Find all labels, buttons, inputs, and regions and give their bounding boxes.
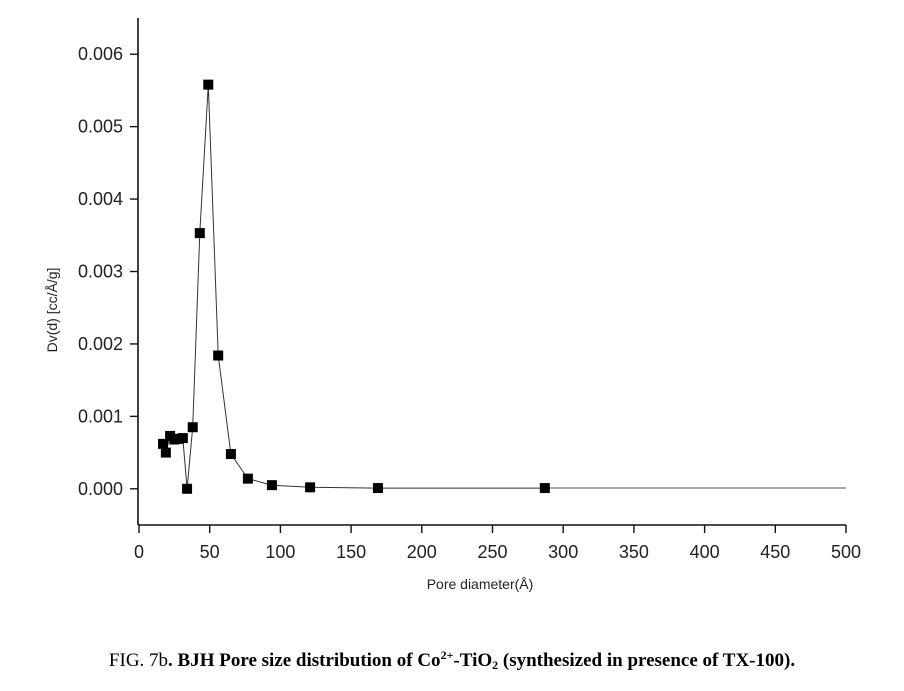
plot-frame — [137, 18, 846, 526]
data-point-marker — [194, 228, 205, 239]
y-tick-label: 0.005 — [78, 117, 123, 137]
caption-charge-superscript: 2+ — [440, 648, 454, 662]
x-tick-label: 500 — [831, 542, 861, 562]
caption-prefix: FIG. 7b — [108, 650, 169, 671]
x-tick-label: 50 — [200, 542, 220, 562]
data-point-marker — [160, 447, 171, 458]
data-point-marker — [539, 483, 550, 494]
figure-caption: FIG. 7b. BJH Pore size distribution of C… — [0, 648, 904, 673]
x-axis-ticks: 0 50 100 150 200 250 300 350 400 450 500 — [134, 525, 861, 562]
y-tick-label: 0.001 — [78, 406, 123, 426]
data-point-marker — [158, 438, 169, 449]
data-point-marker — [187, 422, 198, 433]
x-tick-label: 350 — [619, 542, 649, 562]
x-tick-label: 200 — [407, 542, 437, 562]
series-line — [162, 84, 545, 489]
x-tick-label: 450 — [760, 542, 790, 562]
x-axis-title: Pore diameter(Å) — [427, 576, 534, 592]
y-axis-ticks: 0.000 0.001 0.002 0.003 0.004 0.005 0.006 — [78, 44, 138, 499]
caption-bold-part: . BJH Pore size distribution of Co2+-TiO… — [168, 648, 796, 672]
x-tick-label: 400 — [690, 542, 720, 562]
data-point-marker — [182, 483, 193, 494]
data-point-marker — [305, 482, 316, 493]
y-tick-label: 0.004 — [78, 189, 123, 209]
y-tick-label: 0.003 — [78, 262, 123, 282]
y-axis-title: Dv(d) [cc/Å/g] — [44, 268, 60, 353]
data-point-marker — [203, 79, 214, 90]
data-point-marker — [213, 350, 224, 361]
caption-suffix: (synthesized in presence of TX-100). — [498, 650, 796, 671]
data-point-marker — [242, 473, 253, 484]
x-tick-label: 100 — [265, 542, 295, 562]
y-tick-label: 0.002 — [78, 334, 123, 354]
caption-compound-text: -TiO — [453, 650, 493, 671]
series-layer — [158, 79, 846, 494]
y-tick-label: 0.006 — [78, 44, 123, 64]
data-point-marker — [225, 449, 236, 460]
x-tick-label: 150 — [336, 542, 366, 562]
caption-subscript: 2 — [492, 658, 499, 672]
x-tick-label: 300 — [548, 542, 578, 562]
x-tick-label: 0 — [134, 542, 144, 562]
caption-title-text: . BJH Pore size distribution of Co — [168, 650, 441, 671]
x-tick-label: 250 — [477, 542, 507, 562]
data-point-marker — [372, 483, 383, 494]
y-tick-label: 0.000 — [78, 479, 123, 499]
data-point-marker — [177, 433, 188, 444]
data-point-marker — [266, 480, 277, 491]
